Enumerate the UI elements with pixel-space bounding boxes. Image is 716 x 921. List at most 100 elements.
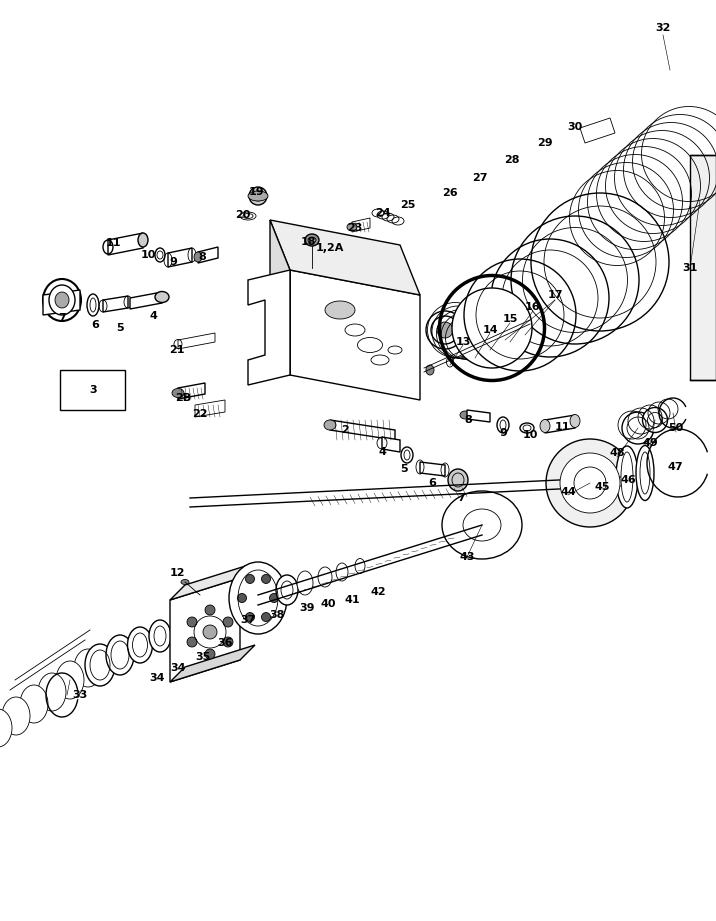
- Ellipse shape: [194, 252, 202, 262]
- Ellipse shape: [616, 446, 638, 508]
- Polygon shape: [690, 155, 716, 380]
- Text: 10: 10: [140, 250, 155, 260]
- Ellipse shape: [181, 579, 189, 585]
- Ellipse shape: [187, 617, 197, 627]
- Text: 38: 38: [269, 610, 285, 620]
- Ellipse shape: [205, 649, 215, 659]
- Text: 31: 31: [682, 263, 697, 273]
- Text: 11: 11: [105, 238, 121, 248]
- Text: 7: 7: [58, 313, 66, 323]
- Text: 8: 8: [464, 415, 472, 425]
- Ellipse shape: [442, 491, 522, 559]
- Ellipse shape: [426, 365, 434, 375]
- Text: 19: 19: [249, 187, 265, 197]
- Ellipse shape: [0, 709, 12, 747]
- Text: 15: 15: [503, 314, 518, 324]
- Ellipse shape: [55, 292, 69, 308]
- Ellipse shape: [336, 563, 348, 581]
- Ellipse shape: [261, 612, 271, 622]
- Ellipse shape: [636, 446, 654, 500]
- Text: 2B: 2B: [175, 393, 191, 403]
- Text: 12: 12: [169, 568, 185, 578]
- Text: 42: 42: [370, 587, 386, 597]
- Ellipse shape: [305, 234, 319, 246]
- Text: 24: 24: [375, 208, 391, 218]
- Text: 4: 4: [378, 447, 386, 457]
- Ellipse shape: [127, 627, 153, 663]
- Ellipse shape: [560, 453, 620, 513]
- Text: 49: 49: [642, 438, 658, 448]
- Polygon shape: [178, 333, 215, 349]
- Text: 1,2A: 1,2A: [316, 243, 344, 253]
- Ellipse shape: [355, 558, 365, 574]
- Text: 48: 48: [609, 448, 625, 458]
- Ellipse shape: [269, 593, 279, 602]
- Text: 30: 30: [567, 122, 583, 132]
- Bar: [60, 370, 125, 410]
- Polygon shape: [467, 410, 490, 422]
- Ellipse shape: [325, 301, 355, 319]
- Polygon shape: [195, 400, 225, 417]
- Ellipse shape: [238, 593, 246, 602]
- Text: 43: 43: [459, 552, 475, 562]
- Text: 2: 2: [341, 425, 349, 435]
- Ellipse shape: [246, 612, 254, 622]
- Ellipse shape: [49, 285, 75, 315]
- Text: 40: 40: [320, 599, 336, 609]
- Ellipse shape: [276, 575, 298, 605]
- Text: 20: 20: [236, 210, 251, 220]
- Ellipse shape: [223, 637, 233, 647]
- Text: 3: 3: [90, 385, 97, 395]
- Text: 28: 28: [504, 155, 520, 165]
- Text: 32: 32: [655, 23, 671, 33]
- Polygon shape: [170, 563, 255, 600]
- Ellipse shape: [318, 567, 332, 587]
- Text: 45: 45: [594, 482, 610, 492]
- Ellipse shape: [38, 673, 66, 711]
- Text: 34: 34: [149, 673, 165, 683]
- Text: 10: 10: [522, 430, 538, 440]
- Text: 22: 22: [193, 409, 208, 419]
- Text: 18: 18: [300, 237, 316, 247]
- Text: 23: 23: [347, 223, 363, 233]
- Ellipse shape: [106, 635, 134, 675]
- Polygon shape: [130, 292, 162, 309]
- Ellipse shape: [90, 298, 96, 312]
- Text: 5: 5: [116, 323, 124, 333]
- Ellipse shape: [229, 562, 287, 634]
- Ellipse shape: [149, 620, 171, 652]
- Ellipse shape: [448, 469, 468, 491]
- Ellipse shape: [452, 288, 532, 368]
- Polygon shape: [545, 415, 575, 433]
- Ellipse shape: [460, 411, 470, 419]
- Text: 33: 33: [72, 690, 87, 700]
- Ellipse shape: [540, 419, 550, 433]
- Ellipse shape: [347, 223, 357, 231]
- Text: 9: 9: [169, 257, 177, 267]
- Polygon shape: [168, 248, 192, 267]
- Polygon shape: [103, 296, 128, 312]
- Text: 27: 27: [473, 173, 488, 183]
- Ellipse shape: [297, 571, 313, 595]
- Ellipse shape: [205, 605, 215, 615]
- Ellipse shape: [515, 331, 525, 339]
- Text: 36: 36: [217, 638, 233, 648]
- Text: 34: 34: [170, 663, 185, 673]
- Ellipse shape: [437, 322, 453, 338]
- Text: 50: 50: [668, 423, 684, 433]
- Text: 47: 47: [667, 462, 683, 472]
- Text: 26: 26: [442, 188, 458, 198]
- Text: 5: 5: [400, 464, 408, 474]
- Text: 39: 39: [299, 603, 315, 613]
- Text: 8: 8: [198, 252, 206, 262]
- Polygon shape: [352, 218, 370, 232]
- Ellipse shape: [56, 661, 84, 699]
- Ellipse shape: [85, 644, 115, 686]
- Ellipse shape: [463, 509, 501, 541]
- Ellipse shape: [43, 279, 81, 321]
- Ellipse shape: [246, 575, 254, 583]
- Polygon shape: [178, 383, 205, 399]
- Ellipse shape: [20, 685, 48, 723]
- Polygon shape: [420, 462, 445, 476]
- Ellipse shape: [138, 233, 148, 247]
